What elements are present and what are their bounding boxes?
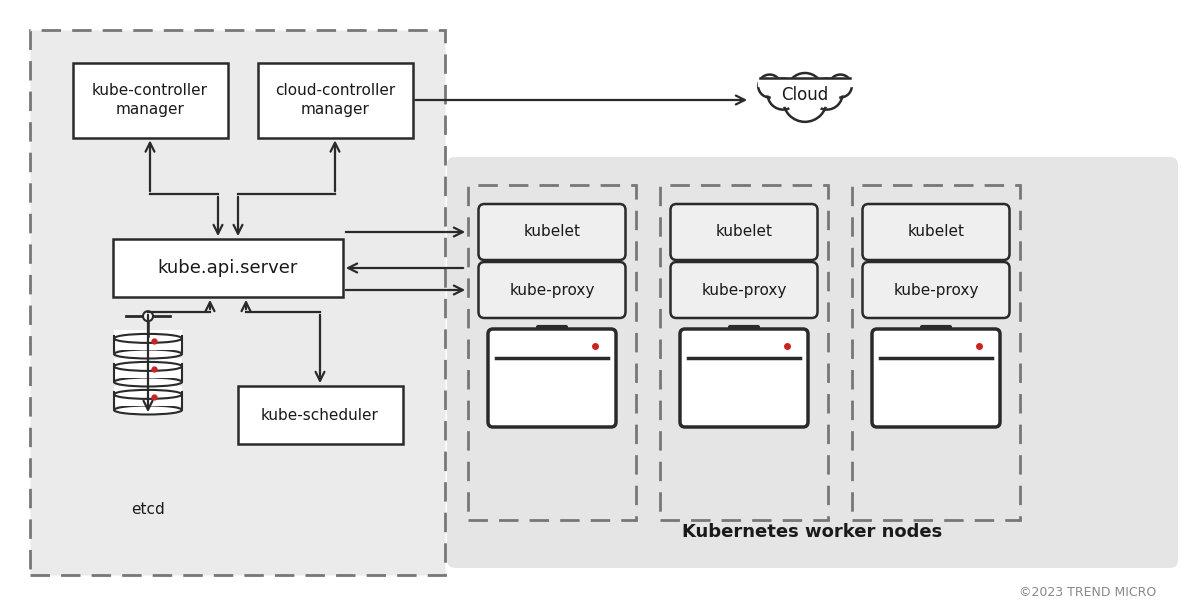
Text: kubelet: kubelet: [908, 224, 965, 240]
Text: Kubernetes worker nodes: Kubernetes worker nodes: [682, 523, 942, 541]
Ellipse shape: [114, 362, 182, 371]
Text: ©2023 TREND MICRO: ©2023 TREND MICRO: [1018, 587, 1156, 600]
Circle shape: [815, 82, 838, 106]
FancyBboxPatch shape: [447, 157, 1178, 568]
FancyBboxPatch shape: [113, 239, 343, 297]
Circle shape: [767, 78, 799, 110]
Text: kube-proxy: kube-proxy: [701, 283, 787, 297]
Ellipse shape: [114, 390, 182, 399]
Circle shape: [829, 75, 852, 97]
FancyBboxPatch shape: [862, 204, 1010, 260]
Text: kubelet: kubelet: [716, 224, 773, 240]
Circle shape: [831, 77, 849, 95]
Text: kube-scheduler: kube-scheduler: [261, 408, 379, 422]
Text: Cloud: Cloud: [781, 86, 829, 104]
Text: cloud-controller
manager: cloud-controller manager: [275, 83, 395, 118]
Circle shape: [788, 83, 822, 117]
FancyBboxPatch shape: [680, 329, 807, 427]
Bar: [114, 330, 182, 349]
FancyBboxPatch shape: [671, 262, 817, 318]
Ellipse shape: [114, 378, 182, 387]
Ellipse shape: [114, 406, 182, 414]
Circle shape: [791, 77, 819, 105]
FancyBboxPatch shape: [488, 329, 616, 427]
Text: kube-proxy: kube-proxy: [893, 283, 979, 297]
FancyBboxPatch shape: [479, 262, 625, 318]
Bar: [114, 357, 182, 378]
Circle shape: [811, 78, 842, 110]
Circle shape: [784, 78, 827, 122]
Bar: [114, 386, 182, 406]
Ellipse shape: [114, 334, 182, 343]
FancyBboxPatch shape: [479, 204, 625, 260]
FancyBboxPatch shape: [237, 386, 403, 444]
Circle shape: [143, 311, 152, 321]
FancyBboxPatch shape: [872, 329, 1000, 427]
Text: kube-proxy: kube-proxy: [510, 283, 594, 297]
Text: kubelet: kubelet: [524, 224, 580, 240]
FancyBboxPatch shape: [257, 63, 412, 137]
FancyBboxPatch shape: [862, 262, 1010, 318]
Circle shape: [771, 82, 796, 106]
Text: kube.api.server: kube.api.server: [158, 259, 298, 277]
Circle shape: [759, 75, 781, 97]
FancyBboxPatch shape: [73, 63, 227, 137]
Ellipse shape: [114, 349, 182, 359]
FancyBboxPatch shape: [30, 30, 445, 575]
Text: etcd: etcd: [131, 503, 164, 517]
Text: kube-controller
manager: kube-controller manager: [92, 83, 208, 118]
Circle shape: [761, 77, 779, 95]
FancyBboxPatch shape: [671, 204, 817, 260]
Circle shape: [787, 73, 823, 109]
